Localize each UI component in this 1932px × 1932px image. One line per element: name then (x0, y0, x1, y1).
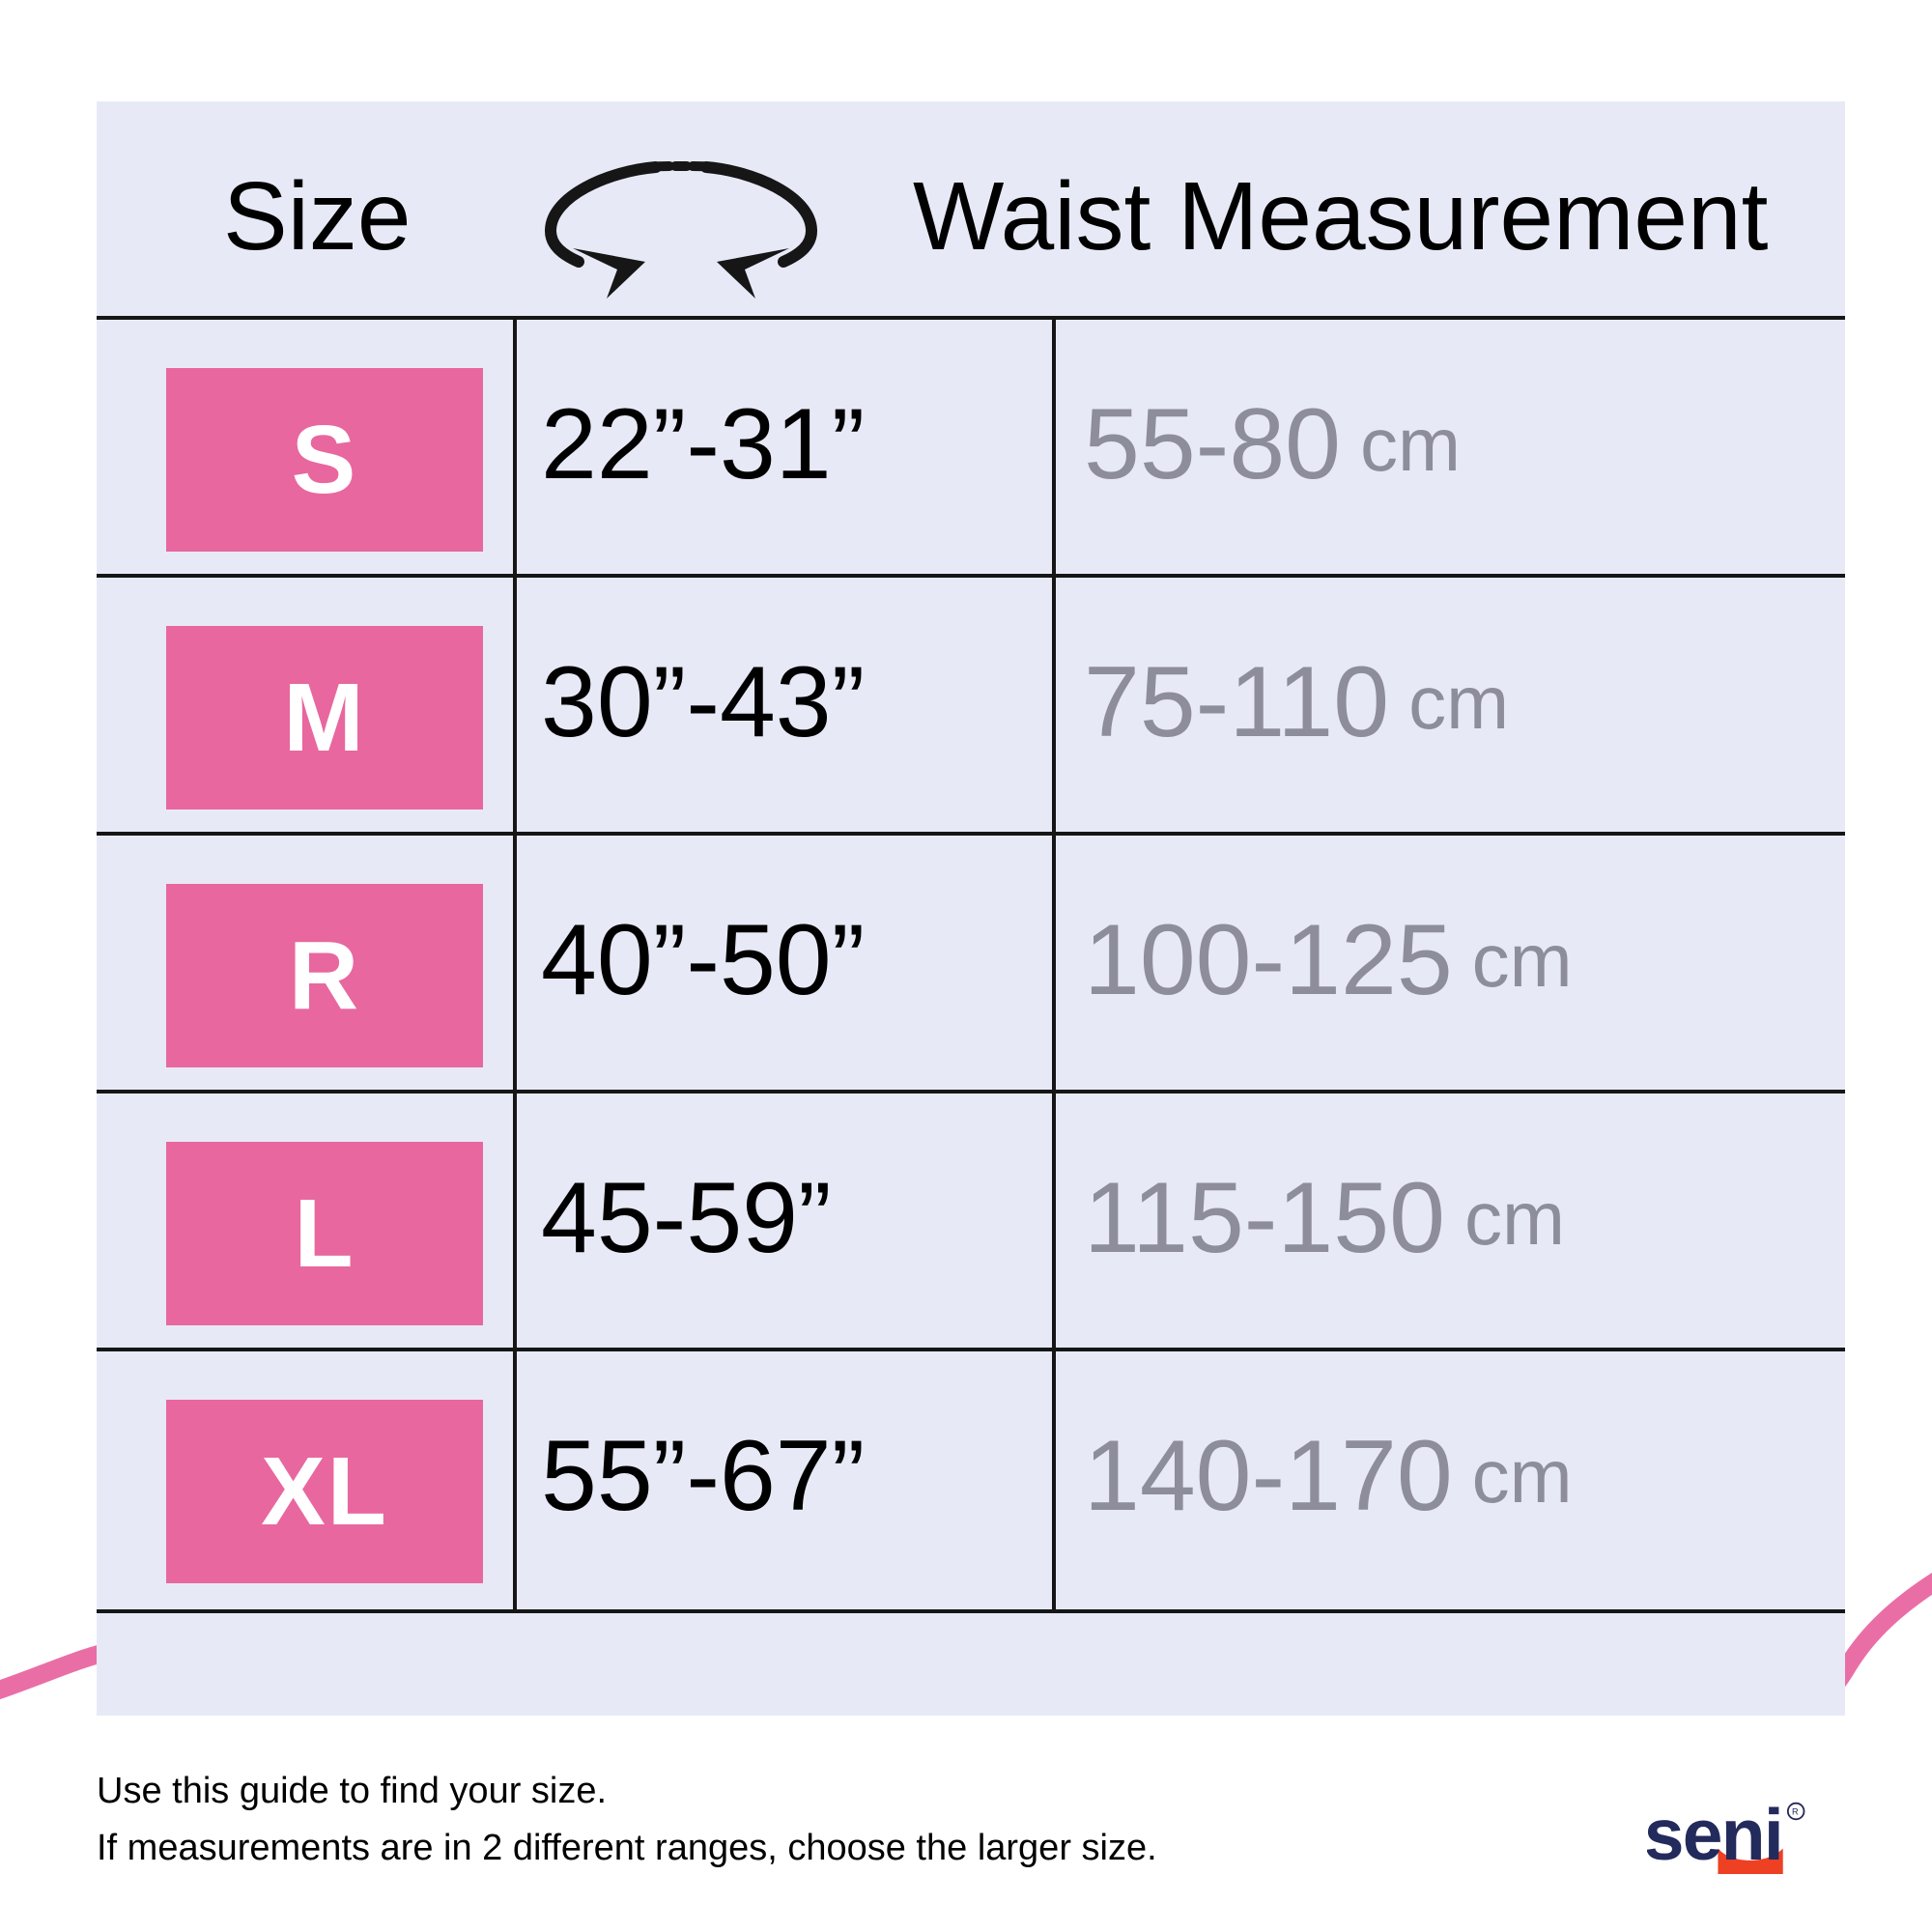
svg-text:seni: seni (1647, 1802, 1782, 1875)
svg-text:R: R (1792, 1807, 1799, 1817)
